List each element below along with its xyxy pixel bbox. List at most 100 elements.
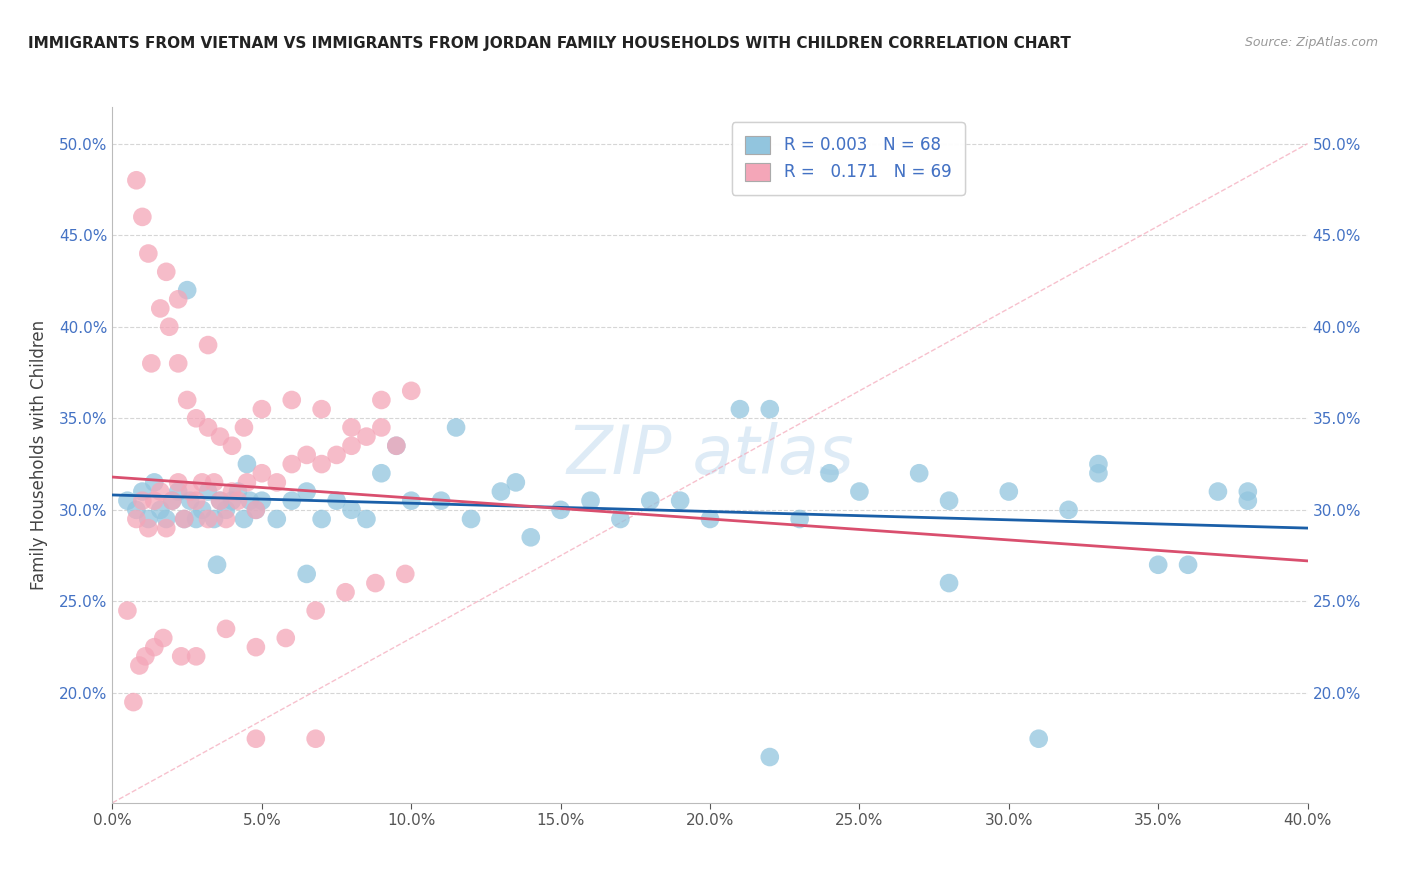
Point bbox=[128, 658, 150, 673]
Point bbox=[245, 503, 267, 517]
Point bbox=[209, 493, 232, 508]
Point bbox=[370, 392, 392, 407]
Point bbox=[205, 558, 228, 572]
Point bbox=[143, 475, 166, 490]
Point bbox=[209, 429, 232, 443]
Point bbox=[149, 484, 172, 499]
Text: IMMIGRANTS FROM VIETNAM VS IMMIGRANTS FROM JORDAN FAMILY HOUSEHOLDS WITH CHILDRE: IMMIGRANTS FROM VIETNAM VS IMMIGRANTS FR… bbox=[28, 36, 1071, 51]
Point bbox=[370, 420, 392, 434]
Point bbox=[640, 493, 662, 508]
Point bbox=[167, 475, 190, 490]
Point bbox=[202, 475, 225, 490]
Point bbox=[401, 384, 423, 398]
Point bbox=[226, 493, 249, 508]
Point bbox=[340, 420, 363, 434]
Point bbox=[134, 649, 156, 664]
Point bbox=[233, 512, 256, 526]
Point bbox=[143, 640, 166, 655]
Point bbox=[162, 493, 183, 508]
Point bbox=[226, 484, 249, 499]
Point bbox=[245, 731, 267, 746]
Point bbox=[245, 640, 267, 655]
Point bbox=[1206, 484, 1229, 499]
Point bbox=[155, 512, 177, 526]
Point bbox=[430, 493, 453, 508]
Point bbox=[401, 493, 423, 508]
Point bbox=[281, 493, 304, 508]
Point bbox=[191, 475, 214, 490]
Point bbox=[938, 493, 960, 508]
Point bbox=[295, 566, 318, 581]
Point bbox=[186, 512, 208, 526]
Point bbox=[385, 439, 408, 453]
Point bbox=[1177, 558, 1199, 572]
Point bbox=[239, 493, 262, 508]
Point bbox=[138, 246, 160, 260]
Point bbox=[155, 265, 177, 279]
Point bbox=[505, 475, 527, 490]
Point bbox=[311, 512, 333, 526]
Point bbox=[550, 503, 572, 517]
Point bbox=[173, 512, 195, 526]
Point bbox=[186, 649, 208, 664]
Point bbox=[609, 512, 631, 526]
Point bbox=[167, 293, 190, 307]
Point bbox=[221, 439, 243, 453]
Point bbox=[1087, 457, 1109, 471]
Point bbox=[125, 512, 148, 526]
Point bbox=[143, 493, 166, 508]
Point bbox=[125, 503, 148, 517]
Point bbox=[173, 512, 195, 526]
Point bbox=[167, 484, 190, 499]
Point bbox=[179, 493, 201, 508]
Point bbox=[152, 631, 174, 645]
Point bbox=[311, 402, 333, 417]
Point bbox=[1237, 484, 1260, 499]
Point bbox=[236, 457, 259, 471]
Point bbox=[295, 448, 318, 462]
Point bbox=[1057, 503, 1080, 517]
Point bbox=[202, 512, 225, 526]
Point bbox=[335, 585, 357, 599]
Point bbox=[385, 439, 408, 453]
Point bbox=[131, 493, 153, 508]
Text: ZIP atlas: ZIP atlas bbox=[567, 422, 853, 488]
Point bbox=[197, 512, 219, 526]
Point bbox=[669, 493, 692, 508]
Point bbox=[305, 731, 328, 746]
Point bbox=[149, 503, 172, 517]
Point bbox=[274, 631, 297, 645]
Point bbox=[176, 392, 198, 407]
Point bbox=[281, 457, 304, 471]
Point bbox=[191, 503, 214, 517]
Point bbox=[998, 484, 1021, 499]
Text: Source: ZipAtlas.com: Source: ZipAtlas.com bbox=[1244, 36, 1378, 49]
Point bbox=[117, 493, 139, 508]
Point bbox=[759, 402, 782, 417]
Point bbox=[245, 503, 267, 517]
Point bbox=[215, 622, 238, 636]
Point bbox=[167, 356, 190, 370]
Point bbox=[236, 475, 259, 490]
Point bbox=[325, 448, 347, 462]
Point bbox=[176, 283, 198, 297]
Point bbox=[789, 512, 811, 526]
Point bbox=[141, 356, 163, 370]
Point bbox=[250, 493, 273, 508]
Point bbox=[908, 467, 931, 481]
Point bbox=[138, 512, 160, 526]
Point bbox=[848, 484, 870, 499]
Point bbox=[149, 301, 172, 316]
Legend: R = 0.003   N = 68, R =   0.171   N = 69: R = 0.003 N = 68, R = 0.171 N = 69 bbox=[733, 122, 965, 194]
Point bbox=[186, 411, 208, 425]
Point bbox=[266, 512, 288, 526]
Point bbox=[364, 576, 387, 591]
Point bbox=[125, 173, 148, 187]
Point bbox=[281, 392, 304, 407]
Point bbox=[155, 521, 177, 535]
Point bbox=[818, 467, 841, 481]
Point bbox=[197, 484, 219, 499]
Point bbox=[699, 512, 721, 526]
Point bbox=[295, 484, 318, 499]
Point bbox=[250, 467, 273, 481]
